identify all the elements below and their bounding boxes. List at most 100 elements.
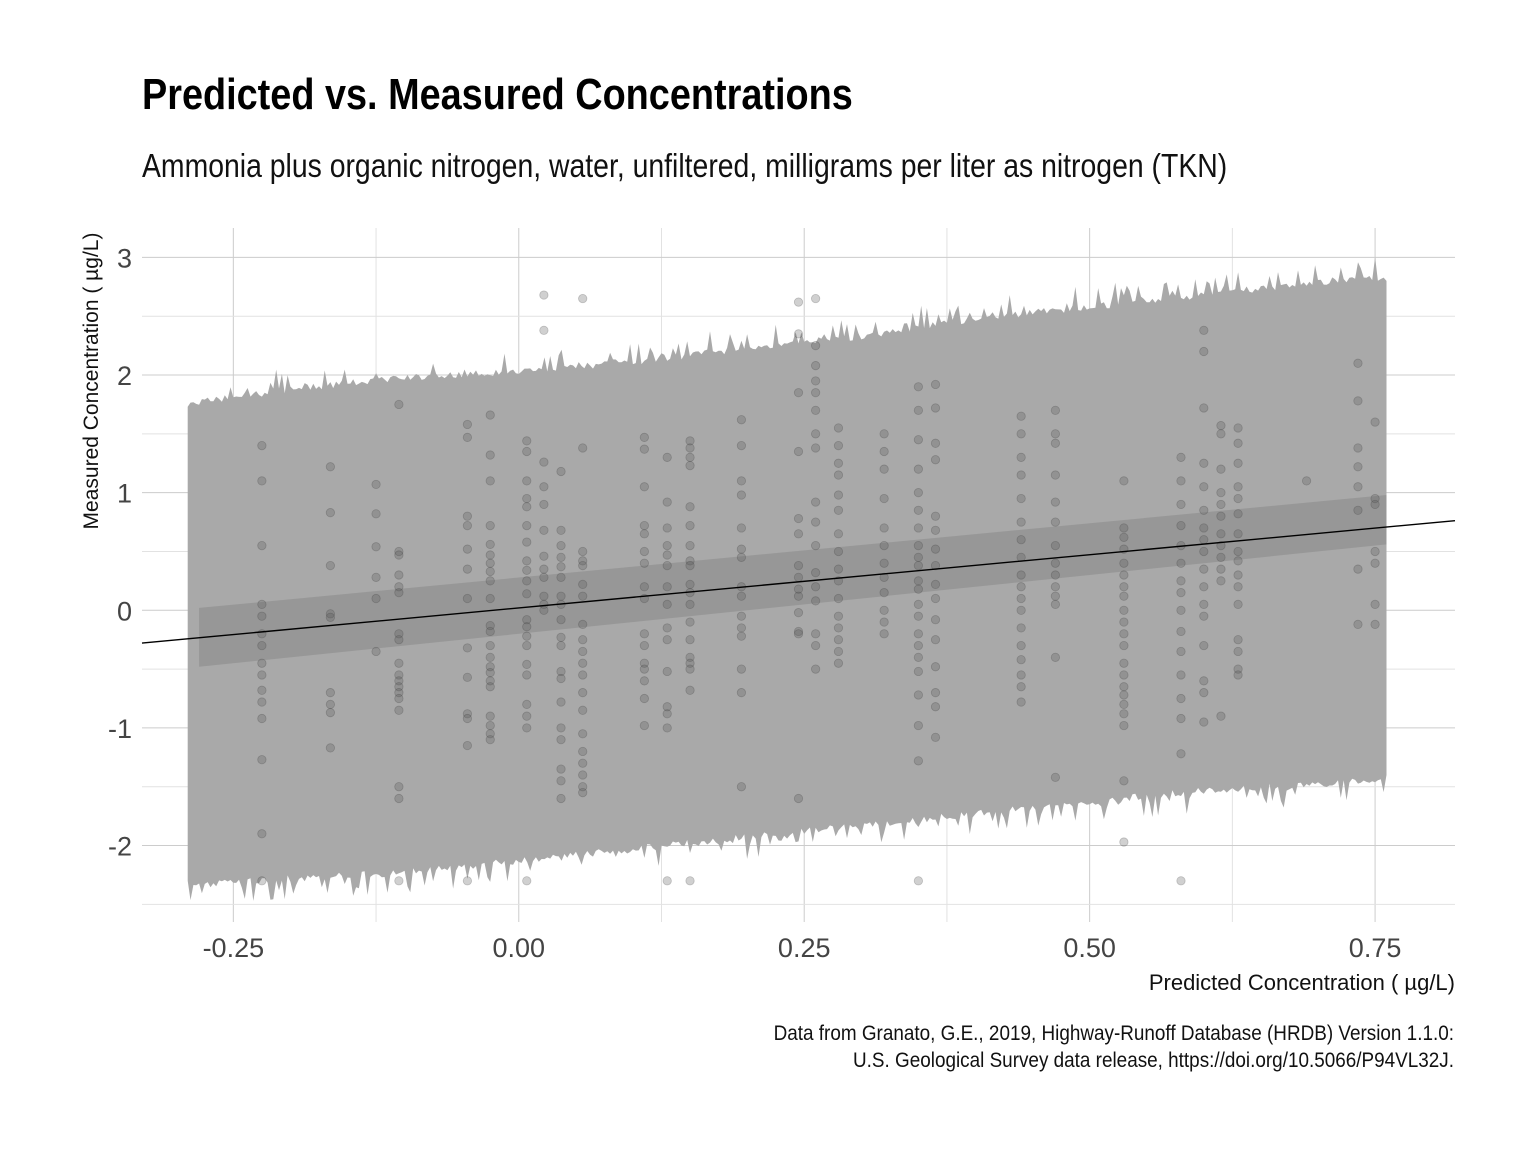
data-point <box>485 476 495 486</box>
data-point <box>930 544 941 554</box>
data-point <box>325 462 335 472</box>
data-point <box>1016 570 1026 580</box>
data-point <box>879 446 889 457</box>
data-point <box>833 423 844 433</box>
data-point <box>462 564 472 574</box>
data-point <box>394 676 404 686</box>
data-point <box>1050 772 1060 782</box>
data-point <box>539 525 549 535</box>
data-point <box>736 591 747 601</box>
data-point <box>556 540 566 551</box>
data-point <box>1370 558 1380 568</box>
data-point <box>578 293 588 304</box>
data-point <box>685 540 695 551</box>
data-point <box>371 479 381 490</box>
caption-line-1: Data from Granato, G.E., 2019, Highway-R… <box>773 1022 1454 1045</box>
data-point <box>394 399 404 410</box>
data-point <box>485 668 495 678</box>
data-point <box>811 596 821 606</box>
data-point <box>811 429 821 439</box>
data-point <box>578 788 588 798</box>
data-point <box>639 693 649 704</box>
data-point <box>793 572 804 582</box>
data-point <box>639 558 649 568</box>
data-point <box>1050 558 1060 568</box>
data-point <box>462 432 472 442</box>
data-point <box>522 576 532 586</box>
caption-line-2: U.S. Geological Survey data release, htt… <box>853 1049 1454 1072</box>
data-point <box>556 723 566 733</box>
data-point <box>539 605 549 615</box>
data-point <box>1119 682 1129 692</box>
data-point <box>1199 611 1209 621</box>
data-point <box>257 640 267 651</box>
data-point <box>1233 664 1243 674</box>
data-point <box>793 591 804 601</box>
data-point <box>1199 505 1209 515</box>
data-point <box>685 664 695 674</box>
data-point <box>556 562 566 572</box>
data-point <box>1050 405 1060 415</box>
data-point <box>736 476 747 486</box>
data-point <box>1216 564 1226 574</box>
data-point <box>485 729 495 739</box>
data-point <box>1050 582 1060 592</box>
data-point <box>639 520 649 531</box>
data-point <box>930 732 941 742</box>
data-point <box>1050 570 1060 580</box>
data-point <box>556 793 566 804</box>
chart-title: Predicted vs. Measured Concentrations <box>142 70 853 119</box>
data-point <box>1233 599 1243 610</box>
data-point <box>1016 640 1026 651</box>
data-point <box>1016 623 1026 633</box>
data-point <box>913 720 923 731</box>
data-point <box>685 443 695 453</box>
data-point <box>522 446 532 457</box>
data-point <box>811 443 821 453</box>
data-point <box>1370 499 1380 510</box>
data-point <box>1233 546 1243 557</box>
data-point <box>1016 593 1026 604</box>
data-point <box>685 658 695 668</box>
data-point <box>485 620 495 631</box>
data-point <box>556 591 566 601</box>
data-point <box>685 502 695 512</box>
data-point <box>639 720 649 731</box>
data-point <box>1233 458 1243 468</box>
data-point <box>685 579 695 590</box>
data-point <box>879 523 889 533</box>
data-points <box>257 290 1380 886</box>
data-point <box>485 550 495 560</box>
data-point <box>833 658 844 668</box>
data-point <box>556 776 566 786</box>
data-point <box>1353 396 1363 406</box>
data-point <box>485 566 495 577</box>
data-point <box>325 612 335 622</box>
data-point <box>833 635 844 645</box>
data-point <box>662 550 672 560</box>
data-point <box>394 635 404 645</box>
data-point <box>1119 690 1129 700</box>
data-point <box>578 782 588 792</box>
data-point <box>639 640 649 651</box>
data-point <box>522 589 532 599</box>
data-point <box>811 388 821 398</box>
data-point <box>1199 582 1209 592</box>
data-point <box>1119 699 1129 709</box>
data-point <box>1016 493 1026 504</box>
data-point <box>1370 599 1380 610</box>
data-point <box>1176 876 1186 886</box>
data-point <box>1119 570 1129 580</box>
data-point <box>811 341 821 351</box>
data-point <box>257 876 267 886</box>
data-point <box>1176 499 1186 510</box>
data-point <box>485 450 495 460</box>
data-point <box>394 582 404 592</box>
data-point <box>930 688 941 698</box>
data-point <box>1119 776 1129 786</box>
data-point <box>1119 709 1129 719</box>
confidence-band-area <box>199 495 1387 667</box>
data-point <box>662 723 672 733</box>
data-point <box>1119 720 1129 731</box>
data-point <box>556 764 566 774</box>
